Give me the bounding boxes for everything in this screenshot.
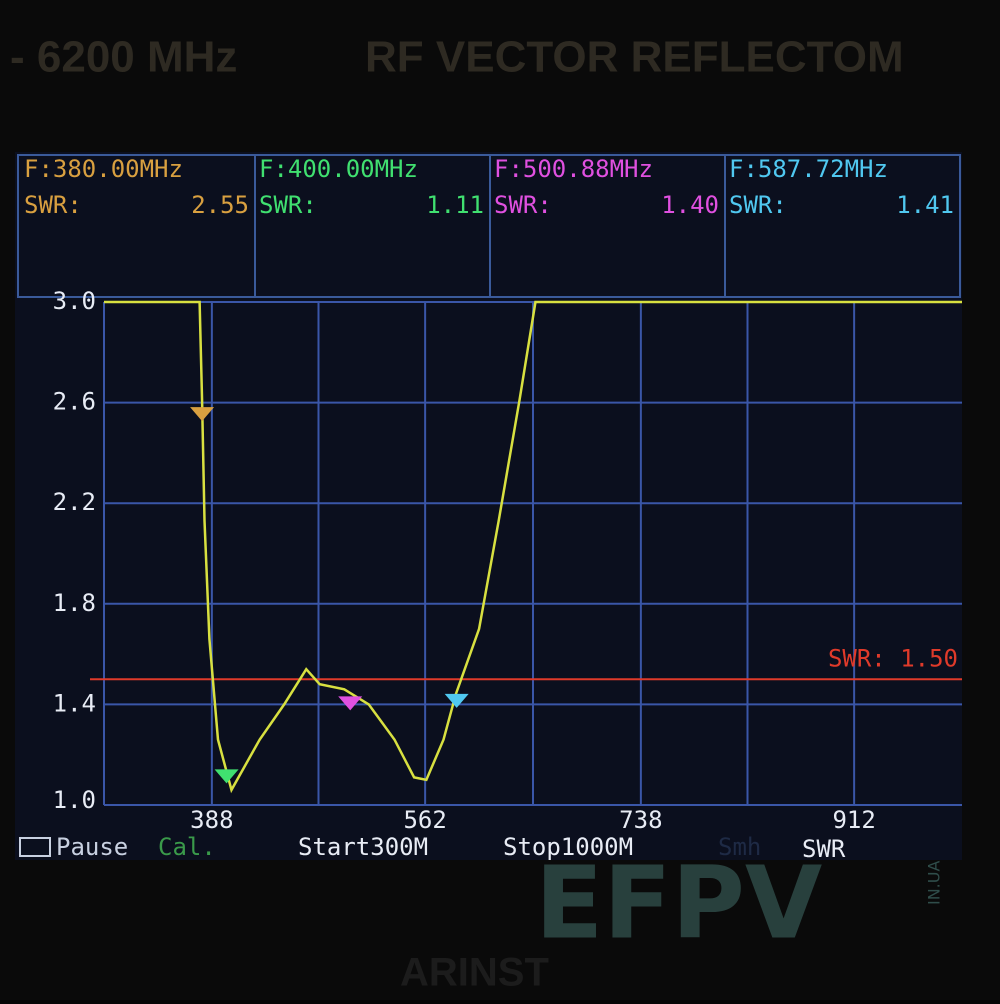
battery-icon (19, 837, 51, 857)
marker-frequency: F:400.00MHz (259, 155, 418, 183)
watermark-domain: IN.UA (925, 861, 944, 905)
y-tick-label: 2.2 (53, 488, 96, 516)
x-tick-label: 388 (190, 806, 233, 834)
display (15, 152, 962, 860)
marker (190, 407, 215, 422)
status-cal: Cal. (158, 833, 216, 861)
y-tick-label: 1.4 (53, 689, 96, 717)
marker (214, 769, 239, 784)
status-pause: Pause (56, 833, 128, 861)
status-stop: Stop1000M (503, 833, 633, 861)
y-tick-label: 3.0 (53, 287, 96, 315)
y-tick-label: 1.8 (53, 589, 96, 617)
marker (338, 696, 363, 711)
marker-frequency: F:587.72MHz (729, 155, 888, 183)
watermark-brand: EFPV (535, 844, 822, 961)
status-smooth: Smh (718, 833, 761, 861)
y-tick-label: 2.6 (53, 388, 96, 416)
x-tick-label: 738 (619, 806, 662, 834)
marker-swr-value: 1.11 (426, 191, 484, 219)
marker (444, 693, 469, 708)
reference-label: SWR: 1.50 (828, 644, 958, 672)
marker-frequency: F:380.00MHz (24, 155, 183, 183)
header-right: RF VECTOR REFLECTOM (365, 33, 904, 82)
marker-swr-label: SWR: (729, 191, 787, 219)
marker-swr-label: SWR: (494, 191, 552, 219)
marker-frequency: F:500.88MHz (494, 155, 653, 183)
marker-swr-value: 1.41 (896, 191, 954, 219)
marker-swr-value: 1.40 (661, 191, 719, 219)
watermark-maker: ARINST (400, 951, 549, 995)
status-mode: SWR (802, 835, 846, 863)
x-tick-label: 562 (403, 806, 446, 834)
trace (104, 300, 962, 794)
y-tick-label: 1.0 (53, 786, 96, 814)
x-tick-label: 912 (832, 806, 875, 834)
marker-swr-value: 2.55 (191, 191, 249, 219)
marker-swr-label: SWR: (259, 191, 317, 219)
marker-swr-label: SWR: (24, 191, 82, 219)
header-left: - 6200 MHz (10, 33, 237, 82)
status-start: Start300M (298, 833, 428, 861)
